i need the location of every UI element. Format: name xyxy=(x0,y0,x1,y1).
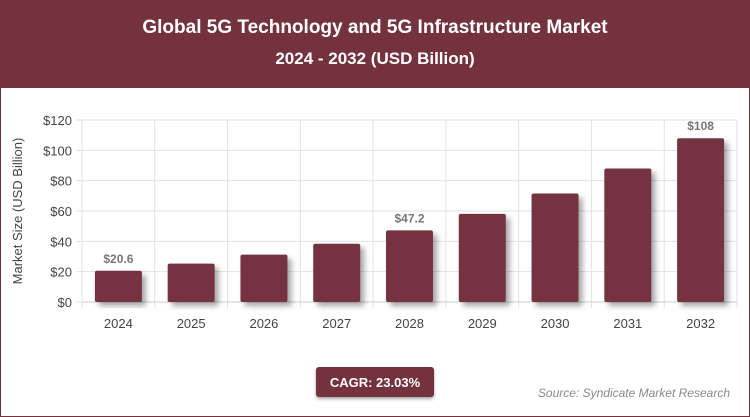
x-tick-label: 2026 xyxy=(249,316,278,331)
chart-header: Global 5G Technology and 5G Infrastructu… xyxy=(0,0,750,88)
y-tick-label: $0 xyxy=(58,295,72,310)
bar-2029 xyxy=(458,213,506,302)
x-tick-label: 2028 xyxy=(395,316,424,331)
bar-2030 xyxy=(531,193,579,302)
y-tick-label: $40 xyxy=(50,234,72,249)
bar-2025 xyxy=(167,263,215,302)
x-tick-label: 2029 xyxy=(468,316,497,331)
y-tick-label: $100 xyxy=(43,143,72,158)
cagr-badge: CAGR: 23.03% xyxy=(316,367,434,397)
x-tick-label: 2024 xyxy=(104,316,133,331)
bar-2026 xyxy=(240,254,288,302)
x-tick-label: 2025 xyxy=(177,316,206,331)
bar-2031 xyxy=(604,168,652,302)
y-tick-label: $120 xyxy=(43,113,72,128)
x-tick-label: 2027 xyxy=(322,316,351,331)
bar-2024 xyxy=(94,270,142,302)
x-tick-label: 2030 xyxy=(541,316,570,331)
data-label: $20.6 xyxy=(103,252,133,266)
bar-2032 xyxy=(677,138,725,302)
y-tick-label: $60 xyxy=(50,204,72,219)
bar-2028 xyxy=(386,230,433,302)
chart-title: Global 5G Technology and 5G Infrastructu… xyxy=(142,17,608,38)
chart-subtitle: 2024 - 2032 (USD Billion) xyxy=(275,49,475,68)
source-note: Source: Syndicate Market Research xyxy=(537,386,730,400)
bar-2027 xyxy=(313,243,361,302)
x-tick-label: 2032 xyxy=(686,316,715,331)
data-label: $47.2 xyxy=(394,211,424,225)
y-tick-label: $20 xyxy=(50,265,72,280)
y-axis-title: Market Size (USD Billion) xyxy=(10,138,25,285)
x-tick-label: 2031 xyxy=(613,316,642,331)
y-tick-label: $80 xyxy=(50,174,72,189)
data-label: $108 xyxy=(687,119,714,133)
